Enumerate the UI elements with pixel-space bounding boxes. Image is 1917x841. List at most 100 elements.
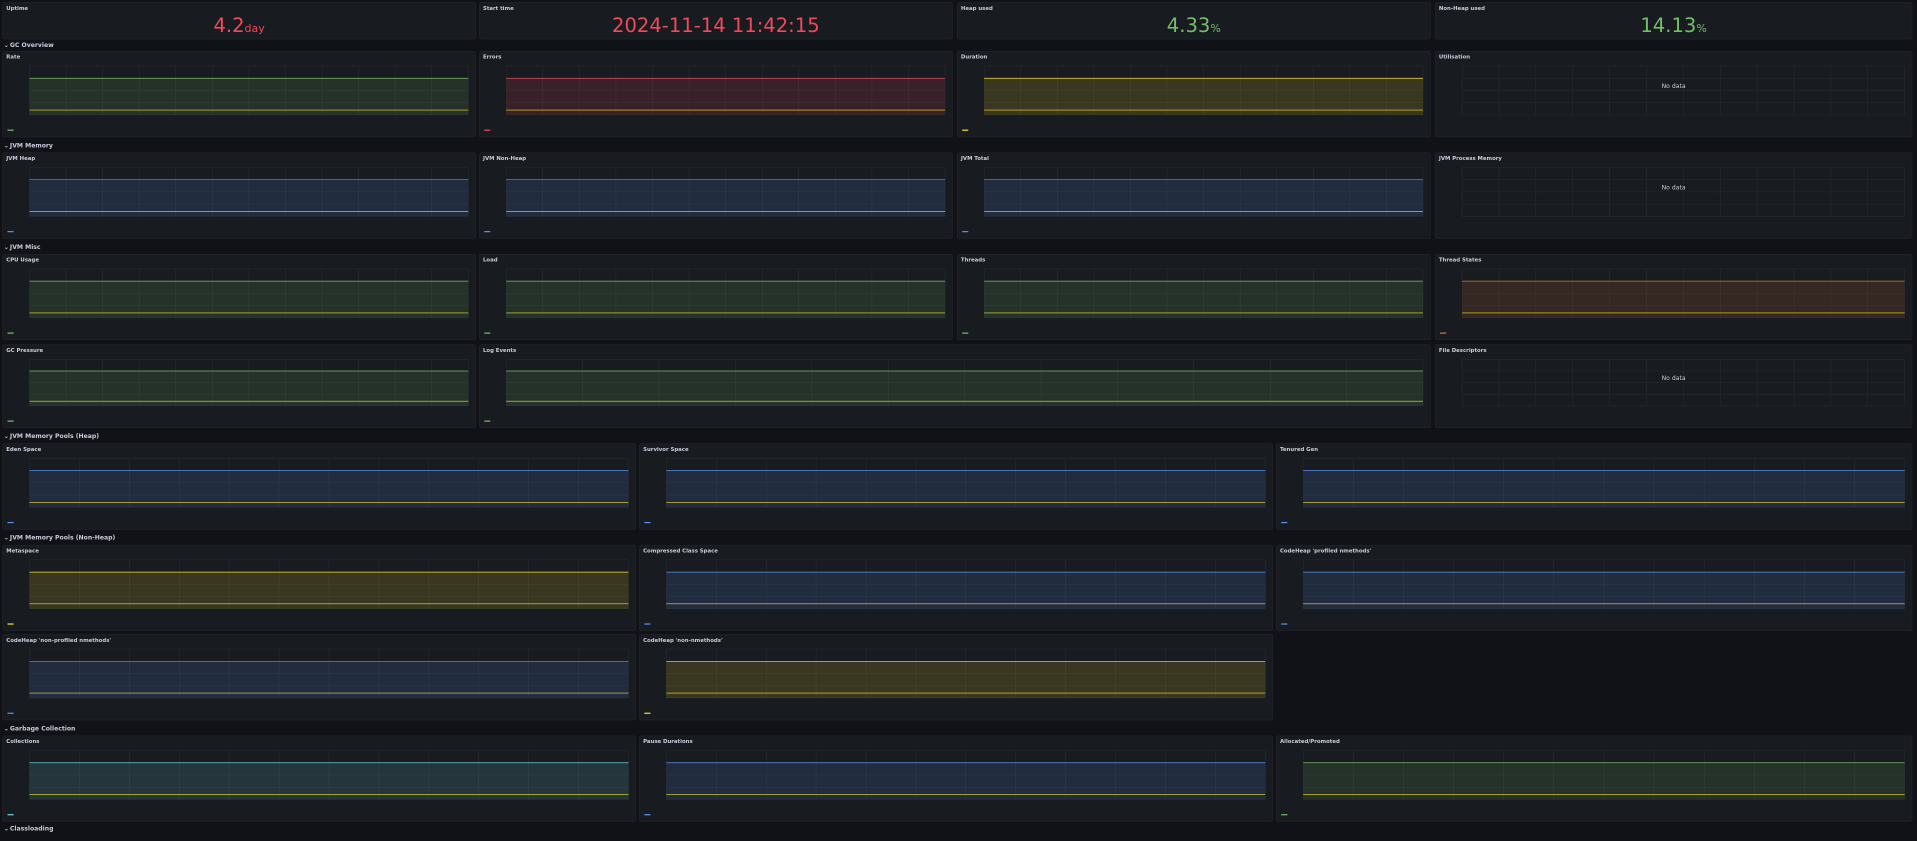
stat-unit: % [1210,22,1220,35]
panel [1434,51,1913,138]
series-area [1303,470,1905,508]
panel-title: Duration [961,55,988,61]
panel [2,735,637,822]
panel-title: CodeHeap 'non-profiled nmethods' [6,638,111,644]
series-area [984,281,1424,318]
section-chevron: ⌄ [4,42,9,49]
panel [479,2,953,40]
panel-title: Utilisation [1439,55,1470,61]
legend-swatch [962,332,969,334]
panel [1434,253,1913,341]
panel [1434,344,1913,429]
legend-swatch [962,129,969,131]
no-data: No data [1662,184,1686,191]
panel [2,152,476,239]
legend-swatch [644,521,651,524]
panel [2,634,637,721]
panel [956,51,1431,138]
series-area [506,78,946,115]
stat-number: 4.33 [1167,14,1211,37]
series-area [29,661,629,698]
panel-title: JVM Process Memory [1438,156,1503,162]
legend-swatch [644,623,651,625]
series-area [666,661,1266,698]
section-title[interactable]: JVM Misc [9,244,41,251]
series-area [29,179,469,217]
panel [956,152,1431,239]
panel-title: JVM Heap [5,156,35,162]
legend-swatch [7,814,14,816]
section-title[interactable]: Classloading [10,826,54,833]
section-chevron: ⌄ [4,826,9,833]
series-area [1303,572,1905,609]
section-title[interactable]: GC Overview [10,42,54,49]
series-area [666,762,1266,800]
panel [639,634,1273,721]
series-area [506,179,946,217]
panel-title: CodeHeap 'non-nmethods' [643,638,723,644]
panel-title: Start time [483,6,514,12]
no-data: No data [1662,83,1686,90]
panel-title: Compressed Class Space [643,549,718,555]
section-chevron: ⌄ [4,535,9,542]
series-area [666,572,1266,609]
panel-title: Thread States [1439,258,1482,264]
series-area [1462,281,1905,318]
panel [639,544,1273,632]
series-area [29,370,469,406]
section-title[interactable]: JVM Memory Pools (Heap) [9,433,99,440]
panel [479,51,953,138]
section-title[interactable]: JVM Memory Pools (Non-Heap) [9,535,116,542]
series-area [29,281,469,318]
legend-swatch [7,420,14,422]
panel [479,344,1431,429]
panel-title: Tenured Gen [1280,447,1318,453]
section-chevron: ⌄ [4,142,9,149]
stat-number: 4.2 [213,14,244,37]
panel [1276,544,1913,632]
legend-swatch [7,712,14,714]
panel-title: Pause Durations [643,739,693,745]
legend-swatch [7,623,14,625]
panel-title: Uptime [6,6,28,12]
section-chevron: ⌄ [4,725,9,732]
legend-swatch [484,231,491,233]
panel [1276,735,1913,822]
legend-swatch [644,712,651,714]
panel [2,344,476,429]
section-chevron: ⌄ [4,244,9,251]
panel-title: Threads [961,258,985,264]
panel-title: CPU Usage [6,258,39,264]
series-area [506,370,1424,406]
legend-swatch [484,332,491,334]
stat-unit: % [1696,22,1706,35]
panel-title: Allocated/Promoted [1280,739,1340,745]
series-area [29,572,629,609]
panel-title: CodeHeap 'profiled nmethods' [1280,549,1372,555]
panel-title: Load [483,258,498,264]
series-area [666,470,1266,508]
panel-title: Collections [6,739,39,745]
stat-unit: day [245,22,266,35]
panel-title: Non-Heap used [1439,6,1485,12]
legend-swatch [1281,814,1288,816]
stat-value: 2024-11-14 11:42:15 [612,14,820,37]
panel [2,544,637,632]
panel [1276,443,1913,530]
stat-number: 2024-11-14 11:42:15 [612,14,820,37]
section-title[interactable]: JVM Memory [9,142,53,149]
panel-title: Survivor Space [643,447,689,453]
section-chevron: ⌄ [4,433,9,440]
series-area [29,762,629,800]
no-data: No data [1662,375,1686,382]
panel [2,253,476,341]
legend-swatch [1440,332,1447,334]
legend-swatch [484,129,491,131]
panel [956,2,1431,40]
legend-swatch [1281,521,1288,524]
section-title[interactable]: Garbage Collection [10,725,76,732]
stat-value: 4.2day [213,14,265,37]
panel [956,253,1431,341]
series-area [506,281,946,318]
legend-swatch [644,814,651,816]
